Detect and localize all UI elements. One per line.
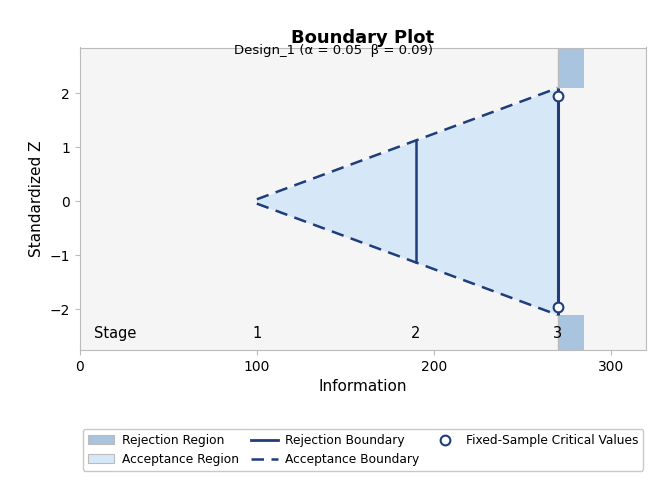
X-axis label: Information: Information bbox=[319, 380, 407, 394]
Y-axis label: Standardized Z: Standardized Z bbox=[29, 140, 44, 257]
Text: 2: 2 bbox=[412, 326, 421, 341]
Text: Stage: Stage bbox=[94, 326, 137, 341]
Text: 1: 1 bbox=[252, 326, 262, 341]
Title: Boundary Plot: Boundary Plot bbox=[292, 30, 434, 48]
Text: Design_1 (α = 0.05  β = 0.09): Design_1 (α = 0.05 β = 0.09) bbox=[234, 44, 432, 57]
Legend: Rejection Region, Acceptance Region, Rejection Boundary, Acceptance Boundary, Fi: Rejection Region, Acceptance Region, Rej… bbox=[83, 429, 643, 471]
Text: 3: 3 bbox=[553, 326, 562, 341]
